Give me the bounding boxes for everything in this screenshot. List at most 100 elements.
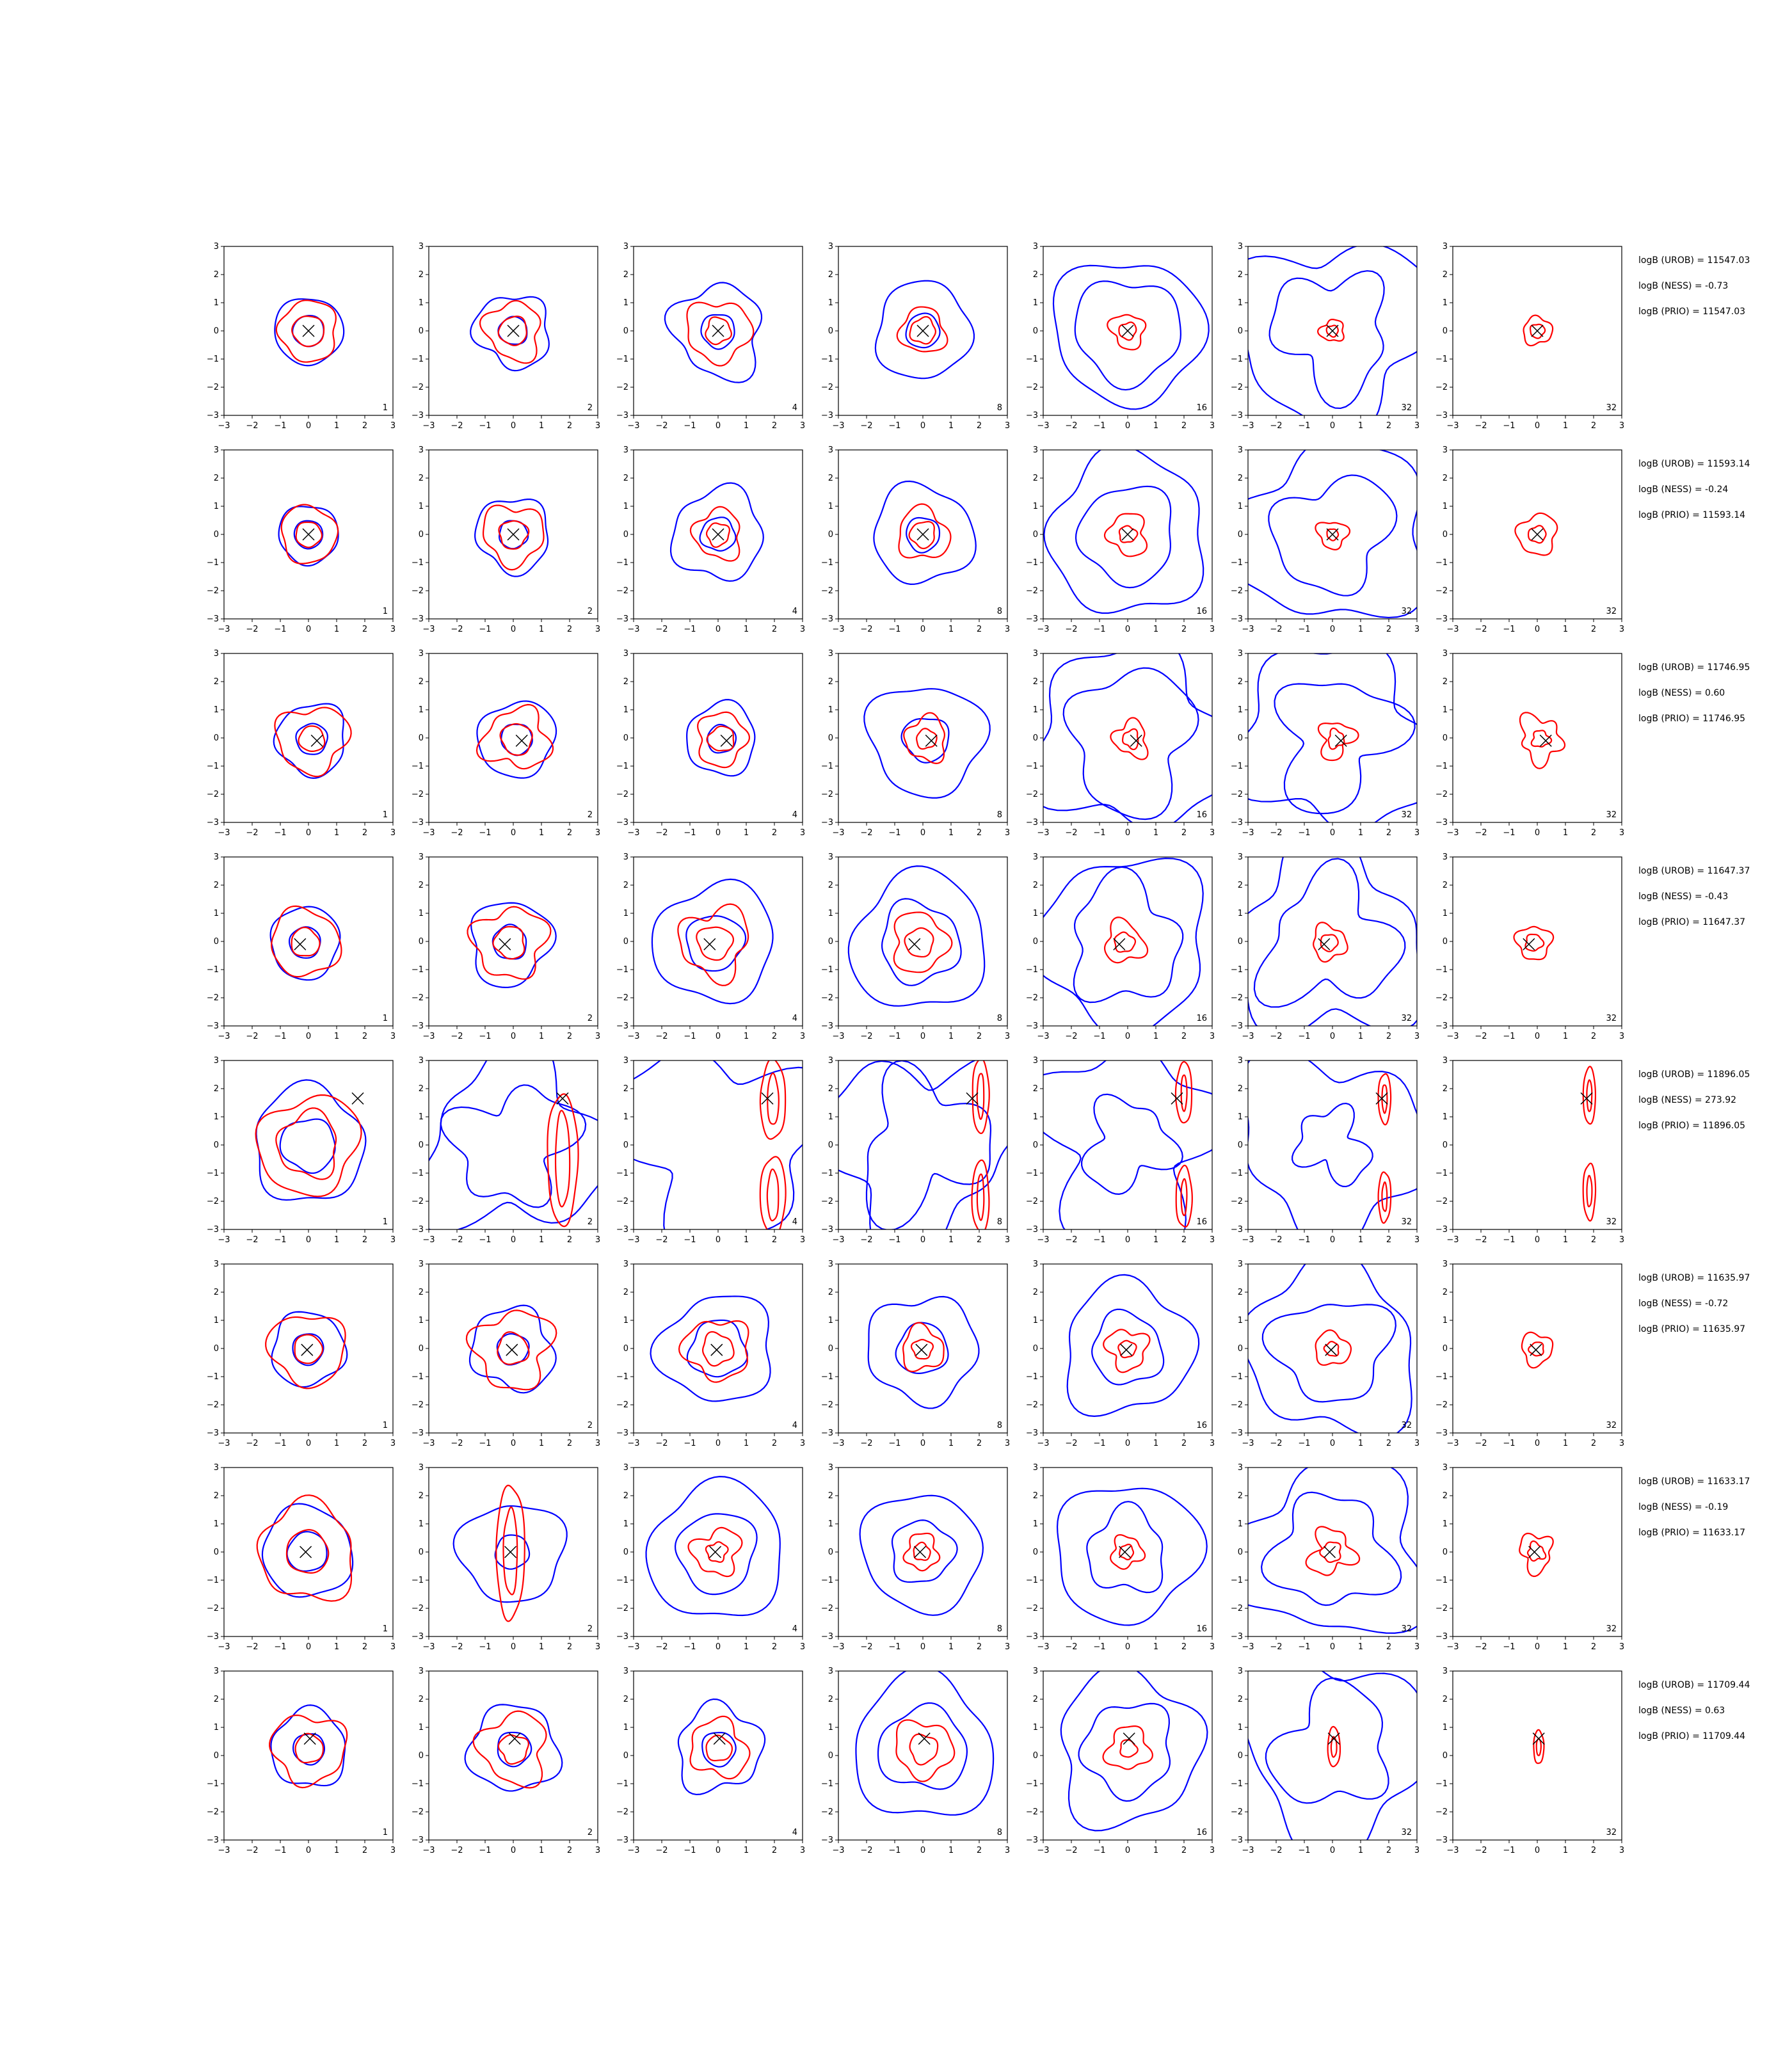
x-tick-label: 3 (1005, 1235, 1010, 1245)
blue-contour (274, 298, 345, 367)
y-tick-label: −2 (207, 993, 219, 1003)
y-tick-label: −2 (207, 1604, 219, 1613)
x-tick-label: 2 (567, 1846, 572, 1855)
axes-frame (1247, 653, 1418, 823)
axes-frame (428, 1467, 598, 1637)
blue-contour (1248, 857, 1417, 1026)
panel-count-label: 16 (1196, 1624, 1207, 1634)
red-contour (1377, 1073, 1392, 1126)
blue-contour (900, 717, 950, 764)
x-tick-label: 2 (772, 828, 777, 838)
x-tick-label: −1 (274, 1235, 286, 1245)
y-tick-label: 3 (623, 1463, 628, 1473)
y-tick-label: 3 (623, 852, 628, 862)
red-contour (255, 1094, 362, 1197)
x-tick-label: −3 (422, 1032, 435, 1041)
red-contour (1381, 1181, 1388, 1212)
x-tick-label: 1 (744, 625, 749, 634)
x-tick-label: 2 (1181, 828, 1187, 838)
panel-count-label: 2 (588, 1624, 593, 1634)
blue-contour (847, 865, 986, 1007)
y-tick-label: 2 (1033, 270, 1038, 280)
red-contour (295, 521, 323, 548)
x-tick-label: 0 (920, 421, 925, 431)
y-tick-label: 0 (623, 1140, 628, 1150)
x-tick-label: 1 (1153, 625, 1158, 634)
red-contour (697, 711, 751, 769)
y-tick-label: −1 (1231, 762, 1243, 771)
x-tick-label: 3 (1414, 1642, 1420, 1652)
x-tick-label: −2 (451, 828, 463, 838)
y-tick-label: −1 (821, 1576, 833, 1585)
x-tick-label: 3 (800, 1846, 805, 1855)
panel-count-label: 32 (1606, 810, 1617, 820)
x-tick-label: −3 (627, 625, 639, 634)
red-contour (903, 712, 946, 764)
x-tick-label: −2 (451, 1032, 463, 1041)
y-tick-label: 0 (214, 1140, 219, 1150)
y-tick-label: 2 (1238, 677, 1243, 687)
blue-contour (278, 506, 339, 567)
x-tick-label: 0 (1535, 1032, 1540, 1041)
y-tick-label: −3 (412, 411, 424, 420)
x-tick-label: 2 (1386, 625, 1391, 634)
x-tick-label: 3 (1619, 1235, 1624, 1245)
red-contour (689, 1715, 751, 1780)
y-tick-label: −3 (207, 1836, 219, 1845)
y-tick-label: 3 (214, 1463, 219, 1473)
y-tick-label: 0 (828, 326, 833, 336)
panel-count-label: 1 (383, 1828, 388, 1837)
y-tick-label: 0 (1033, 1344, 1038, 1354)
true-location-marker (1327, 1732, 1340, 1745)
x-tick-label: −3 (1242, 1032, 1254, 1041)
y-tick-label: −3 (207, 1021, 219, 1031)
axes-frame (633, 1670, 803, 1841)
y-tick-label: 0 (1443, 1751, 1448, 1761)
blue-contour (1043, 1060, 1212, 1229)
true-location-marker (507, 324, 520, 337)
x-tick-label: 2 (1591, 1846, 1596, 1855)
y-tick-label: −1 (821, 355, 833, 364)
x-tick-label: 3 (1619, 1439, 1624, 1448)
logb-stat: logB (UROB) = 11746.95 (1638, 662, 1750, 673)
x-tick-label: 3 (390, 1032, 396, 1041)
red-contour (1118, 525, 1139, 543)
y-tick-label: −3 (1231, 1225, 1243, 1235)
y-tick-label: −2 (821, 993, 833, 1003)
y-tick-label: −2 (1026, 1807, 1038, 1817)
y-tick-label: −1 (1231, 1576, 1243, 1585)
panel-count-label: 8 (997, 810, 1002, 820)
panel-count-label: 1 (383, 607, 388, 616)
y-tick-label: 0 (623, 937, 628, 947)
blue-contour (686, 1319, 748, 1378)
x-tick-label: −3 (627, 1642, 639, 1652)
red-contour (1524, 933, 1545, 952)
blue-contour (1066, 1274, 1200, 1417)
y-tick-label: −2 (207, 1400, 219, 1410)
x-tick-label: −3 (1446, 1846, 1459, 1855)
x-tick-label: −1 (1298, 1439, 1310, 1448)
red-contour (492, 925, 525, 960)
y-tick-label: 1 (1443, 1112, 1448, 1122)
x-tick-label: −2 (655, 1032, 668, 1041)
y-tick-label: 3 (1033, 242, 1038, 252)
x-tick-label: 0 (920, 828, 925, 838)
x-tick-label: −2 (1065, 1235, 1077, 1245)
panel-count-label: 32 (1401, 810, 1412, 820)
y-tick-label: 0 (1238, 530, 1243, 540)
logb-stat: logB (NESS) = -0.72 (1638, 1299, 1728, 1309)
x-tick-label: 2 (772, 1642, 777, 1652)
y-tick-label: 2 (828, 1491, 833, 1501)
x-tick-label: 1 (334, 1846, 339, 1855)
panel-count-label: 4 (792, 1624, 797, 1634)
y-tick-label: 1 (214, 705, 219, 715)
x-tick-label: 1 (539, 1439, 544, 1448)
axes-frame (1452, 1467, 1622, 1637)
y-tick-label: 1 (1238, 705, 1243, 715)
x-tick-label: 0 (306, 1235, 311, 1245)
x-tick-label: 1 (539, 1235, 544, 1245)
y-tick-label: 0 (1033, 1548, 1038, 1557)
x-tick-label: 3 (800, 1235, 805, 1245)
